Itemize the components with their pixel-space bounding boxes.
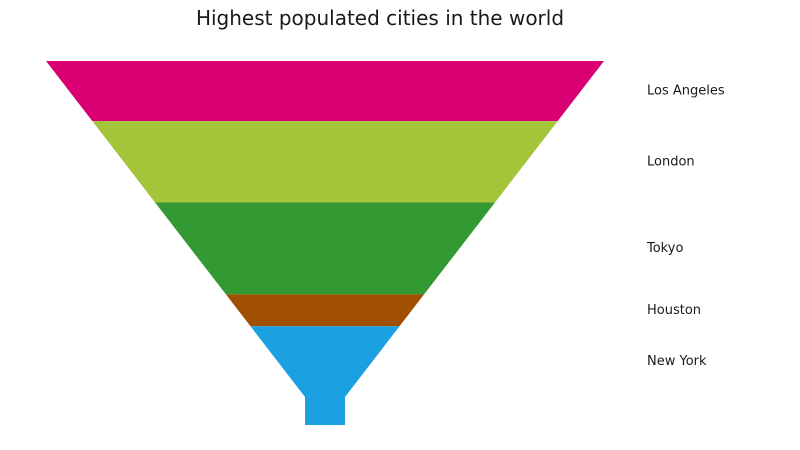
funnel-segments: [46, 61, 604, 425]
funnel-segment-tokyo: [155, 202, 495, 295]
funnel-segment-los-angeles: [46, 61, 604, 122]
funnel-labels: Los Angeles London Tokyo Houston New York: [646, 84, 725, 370]
funnel-segment-london: [92, 121, 558, 203]
chart-title: Highest populated cities in the world: [196, 6, 564, 30]
funnel-label-los-angeles: Los Angeles: [647, 84, 725, 99]
funnel-label-tokyo: Tokyo: [646, 241, 683, 256]
funnel-segment-houston: [225, 294, 425, 327]
funnel-label-new-york: New York: [647, 354, 707, 369]
funnel-label-london: London: [647, 154, 695, 169]
funnel-segment-new-york: [250, 326, 400, 425]
funnel-label-houston: Houston: [647, 303, 701, 318]
